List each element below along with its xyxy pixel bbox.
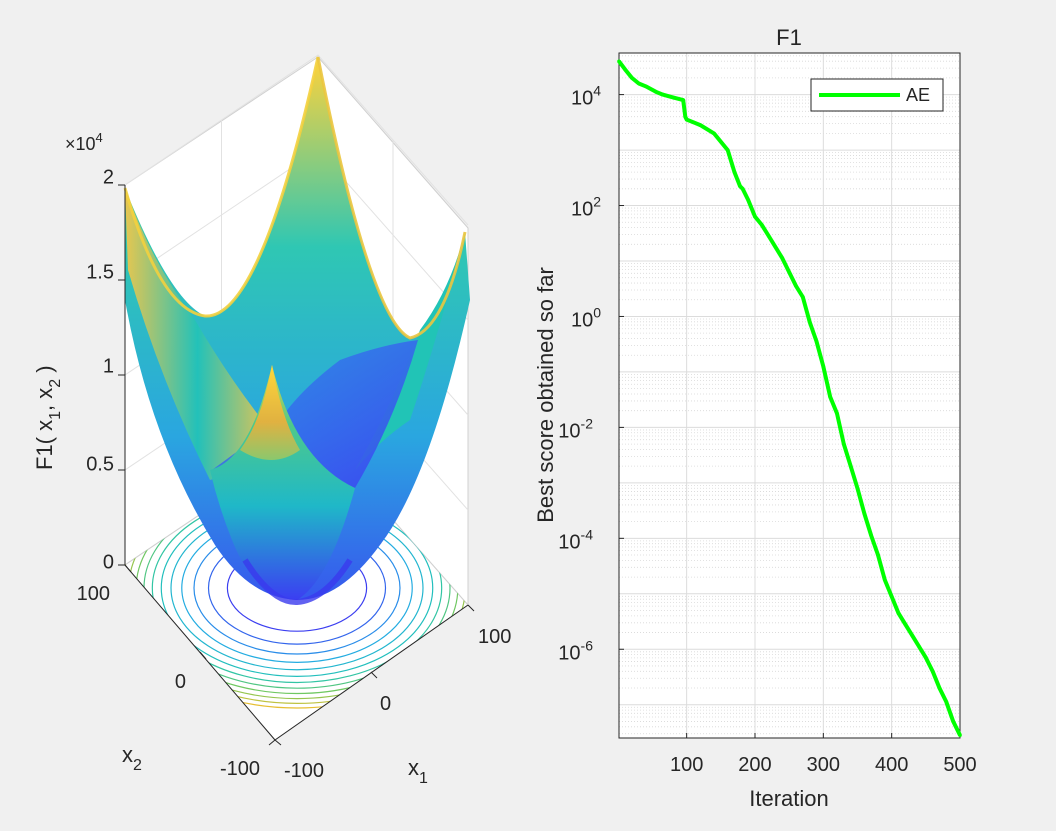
- data-point: [766, 234, 771, 238]
- data-point: [753, 214, 757, 219]
- data-point: [617, 59, 621, 64]
- data-point: [958, 733, 962, 738]
- y-tick-label: 100: [571, 304, 601, 331]
- y-axis-label: Best score obtained so far: [533, 267, 558, 523]
- data-point: [794, 284, 798, 288]
- data-point: [930, 669, 935, 674]
- legend[interactable]: AE: [810, 78, 944, 112]
- surface-inner-bowl: [212, 340, 418, 488]
- data-point: [828, 395, 832, 399]
- y-tick-label: 102: [571, 194, 601, 221]
- series-line-AE: [617, 60, 962, 737]
- x-tick-label: 0: [380, 693, 391, 715]
- data-point: [842, 442, 846, 446]
- surface-bottom: [242, 558, 353, 605]
- series-points-AE: [617, 59, 962, 738]
- data-point: [630, 76, 634, 80]
- data-point: [903, 622, 908, 627]
- data-point: [855, 486, 860, 491]
- z-tick-label: 0: [103, 551, 114, 573]
- data-point: [944, 700, 949, 704]
- x2-axis-label: x2: [122, 742, 142, 774]
- data-point: [814, 339, 819, 344]
- surface-peak-highlight: [240, 365, 300, 460]
- data-point: [660, 92, 665, 97]
- x-axis-label: Iteration: [749, 786, 829, 811]
- y-tick-label: -100: [220, 758, 260, 780]
- data-point: [869, 533, 873, 538]
- z-tick-label: 2: [103, 166, 114, 188]
- surface-plot: 0 0.5 1 1.5 2 ×104 100 0 -100 -100 0 100…: [32, 54, 511, 787]
- data-point: [623, 67, 627, 72]
- x-ticks: -100 0 100: [274, 604, 511, 782]
- data-point: [654, 90, 658, 94]
- y-tick-label: 10-6: [558, 637, 593, 664]
- surface-rim-right: [316, 56, 467, 340]
- x1-axis-label: x1: [408, 755, 428, 787]
- x-tick-label: 300: [807, 754, 840, 776]
- data-point: [951, 719, 955, 724]
- data-point: [876, 553, 880, 557]
- y-tick-label: 0: [175, 671, 186, 693]
- z-axis-label: F1( x1, x2 ): [32, 365, 64, 470]
- data-point: [681, 98, 686, 102]
- data-point: [746, 198, 750, 202]
- ticks: 100 200 300 400 500 104 102 100 10-2 10-4 10-6: [558, 83, 976, 776]
- data-point: [725, 148, 730, 152]
- data-point: [896, 611, 901, 616]
- data-point: [917, 644, 921, 649]
- data-point: [691, 120, 696, 125]
- x-tick-label: 200: [738, 754, 771, 776]
- data-point: [848, 464, 853, 469]
- data-point: [807, 320, 812, 324]
- legend-label: AE: [906, 85, 930, 105]
- x-tick-label: 500: [943, 754, 976, 776]
- surface-mesh: [123, 56, 470, 605]
- z-exponent: ×104: [65, 130, 103, 154]
- data-point: [637, 81, 641, 86]
- x-tick-label: 100: [670, 754, 703, 776]
- data-point: [698, 123, 703, 127]
- data-point: [801, 295, 805, 299]
- data-point: [883, 578, 887, 582]
- surface-rim-left: [123, 56, 320, 318]
- data-point: [924, 655, 928, 660]
- data-point: [683, 114, 688, 119]
- x-tick-label: -100: [284, 760, 324, 782]
- data-point: [910, 633, 914, 638]
- chart-title: F1: [776, 25, 802, 50]
- data-point: [671, 95, 675, 100]
- data-point: [684, 117, 689, 122]
- data-point: [712, 131, 716, 136]
- y-tick-label: 10-2: [558, 415, 593, 442]
- data-point: [738, 184, 742, 188]
- back-grid-line: [124, 54, 469, 226]
- y-tick-label: 100: [77, 583, 110, 605]
- data-point: [760, 223, 764, 227]
- x-tick-label: 100: [478, 626, 511, 648]
- z-ticks: 0 0.5 1 1.5 2: [86, 166, 125, 573]
- data-point: [780, 256, 785, 261]
- y-tick-label: 10-4: [558, 526, 593, 553]
- data-point: [889, 594, 894, 599]
- y-tick-label: 104: [571, 83, 601, 110]
- z-tick-label: 1.5: [86, 261, 114, 283]
- z-tick-label: 0.5: [86, 453, 114, 475]
- data-point: [835, 411, 839, 416]
- data-point: [862, 511, 867, 516]
- data-point: [821, 364, 826, 369]
- axes-box: [618, 52, 961, 739]
- data-point: [937, 686, 942, 690]
- x-tick-label: 400: [875, 754, 908, 776]
- y-ticks: 100 0 -100: [77, 564, 276, 780]
- surface-front-peak: [210, 365, 355, 600]
- data-point: [732, 170, 737, 175]
- data-point: [740, 187, 745, 191]
- data-point: [643, 84, 648, 89]
- z-tick-label: 1: [103, 355, 114, 377]
- surface-left-face: [125, 188, 270, 480]
